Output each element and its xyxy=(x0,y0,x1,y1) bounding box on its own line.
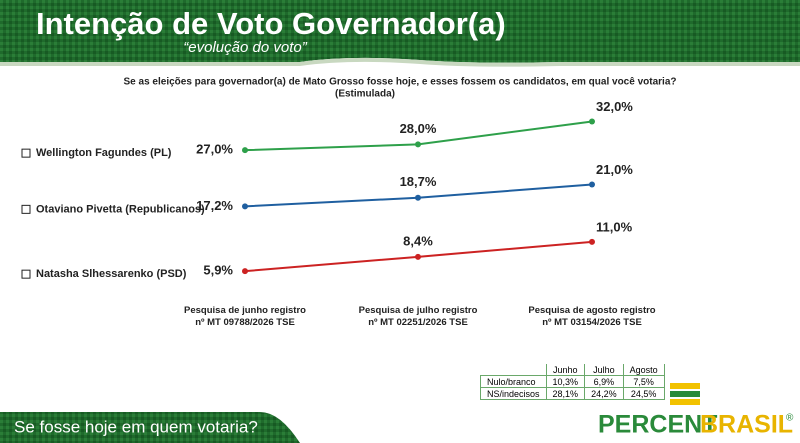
value-label: 5,9% xyxy=(203,263,233,278)
data-point xyxy=(415,141,421,148)
table-cell: 7,5% xyxy=(622,375,665,388)
data-point xyxy=(415,194,421,201)
legend-label: Otaviano Pivetta (Republicanos) xyxy=(36,203,205,215)
data-point xyxy=(589,238,595,245)
header-band xyxy=(0,0,800,63)
legend-label: Natasha Slhessarenko (PSD) xyxy=(36,268,187,280)
x-tick-label: Pesquisa de junho registro nº MT 09788/2… xyxy=(184,305,306,328)
corner xyxy=(480,364,547,376)
data-point xyxy=(242,147,248,154)
question-note: (Estimulada) xyxy=(335,89,395,100)
footer-band xyxy=(0,412,300,443)
table: Junho Julho Agosto Nulo/branco 10,3% 6,9% 7,5%… xyxy=(480,364,665,400)
x-tick-label: Pesquisa de julho registro nº MT 02251/2… xyxy=(358,305,478,328)
table-cell: 10,3% xyxy=(545,375,586,388)
value-label: 32,0% xyxy=(596,99,633,114)
legend-box xyxy=(21,269,31,279)
data-point xyxy=(415,253,421,260)
data-point xyxy=(242,203,248,210)
question: Se as eleições para governador(a) de Mat… xyxy=(124,77,677,88)
logo-left: PERCENT xyxy=(598,411,717,439)
table-cell: 24,2% xyxy=(584,387,624,400)
data-point xyxy=(242,268,248,275)
table-header: Junho Julho Agosto xyxy=(480,364,665,376)
row-label: NS/indecisos xyxy=(480,387,547,400)
value-label: 17,2% xyxy=(196,198,233,213)
column-header: Julho xyxy=(584,364,624,376)
logo-right: BRASIL xyxy=(700,411,793,439)
value-label: 27,0% xyxy=(196,142,233,157)
footer-text: Se fosse hoje em quem votaria? xyxy=(14,417,258,436)
table-cell: 28,1% xyxy=(545,387,586,400)
table-row: NS/indecisos 28,1% 24,2% 24,5% xyxy=(480,387,665,400)
logo-mark: ® xyxy=(786,413,794,424)
value-label: 18,7% xyxy=(400,174,437,189)
value-label: 21,0% xyxy=(596,162,633,177)
column-header: Junho xyxy=(545,364,586,376)
subtitle: “evolução do voto” xyxy=(183,39,307,56)
legend-label: Wellington Fagundes (PL) xyxy=(36,147,172,159)
logo-stripes xyxy=(670,383,700,405)
x-tick-label: Pesquisa de agosto registro nº MT 03154/… xyxy=(528,305,656,328)
value-label: 28,0% xyxy=(400,121,437,136)
title: Intenção de Voto Governador(a) xyxy=(36,6,506,41)
value-label: 8,4% xyxy=(403,233,433,248)
value-label: 11,0% xyxy=(596,219,633,234)
table-cell: 6,9% xyxy=(584,375,624,388)
legend-box xyxy=(21,148,31,158)
data-point xyxy=(589,181,595,188)
table-cell: 24,5% xyxy=(622,387,665,400)
column-header: Agosto xyxy=(622,364,665,376)
legend-box xyxy=(21,204,31,214)
data-point xyxy=(589,118,595,125)
header-edge xyxy=(0,57,800,67)
table-row: Nulo/branco 10,3% 6,9% 7,5% xyxy=(480,375,665,388)
row-label: Nulo/branco xyxy=(480,375,547,388)
